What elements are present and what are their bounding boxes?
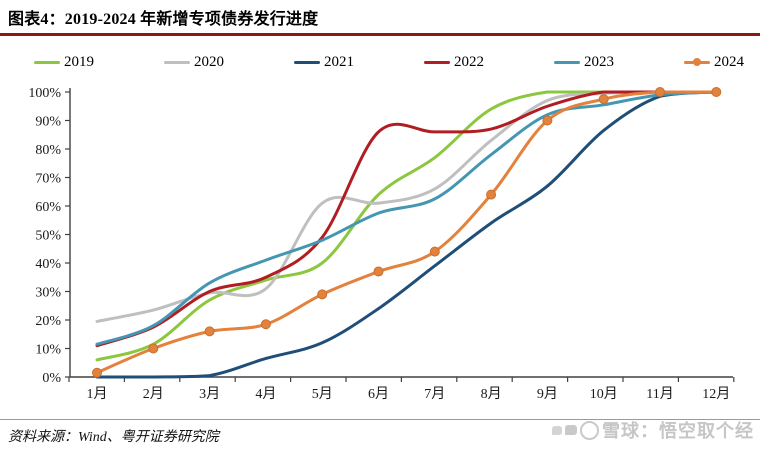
legend-swatch xyxy=(164,60,190,64)
x-tick-label: 10月 xyxy=(590,386,618,402)
series-2023 xyxy=(95,90,718,346)
x-tick-label: 12月 xyxy=(702,386,730,402)
series-line-2019 xyxy=(95,90,718,362)
series-2019 xyxy=(95,90,718,362)
y-tick-label: 30% xyxy=(35,286,61,301)
legend-swatch xyxy=(424,60,450,64)
legend-item-2024: 2024 xyxy=(684,54,744,71)
data-point-marker xyxy=(655,87,665,97)
data-point-marker xyxy=(429,246,440,257)
xueqiu-logo-icon xyxy=(580,420,599,440)
y-tick-label: 40% xyxy=(35,257,61,272)
x-tick-label: 11月 xyxy=(646,386,673,402)
x-tick-label: 7月 xyxy=(424,386,445,402)
chart-legend: 2019 2020 2021 2022 2023 2024 xyxy=(34,52,744,72)
legend-label: 2020 xyxy=(194,53,224,70)
y-tick-label: 20% xyxy=(35,314,61,329)
x-tick-label: 8月 xyxy=(481,386,502,402)
legend-label: 2019 xyxy=(64,53,94,70)
data-point-marker xyxy=(148,343,159,354)
footer-rule xyxy=(0,419,760,420)
legend-marker-icon xyxy=(693,57,701,66)
y-tick-label: 90% xyxy=(35,115,61,130)
data-point-marker xyxy=(598,94,609,105)
y-axis-ticks: 0% 10% 20% 30% 40% 50% 60% 70% 80% 90% 100% xyxy=(28,86,70,386)
series-2024 xyxy=(92,87,722,378)
series-2022 xyxy=(95,90,718,348)
x-tick-label: 2月 xyxy=(143,386,164,402)
legend-label: 2024 xyxy=(714,53,744,70)
legend-item-2020: 2020 xyxy=(164,54,224,71)
data-point-marker xyxy=(260,319,271,330)
legend-item-2023: 2023 xyxy=(554,54,614,71)
legend-item-2021: 2021 xyxy=(294,54,354,71)
legend-label: 2023 xyxy=(584,53,614,70)
legend-swatch xyxy=(554,60,580,64)
y-tick-label: 0% xyxy=(42,371,61,386)
y-tick-label: 50% xyxy=(35,229,61,244)
y-tick-label: 70% xyxy=(35,172,61,187)
y-tick-label: 10% xyxy=(35,343,61,358)
x-tick-label: 6月 xyxy=(368,386,389,402)
series-line-2023 xyxy=(95,90,718,346)
legend-swatch xyxy=(34,60,60,64)
series-2021 xyxy=(95,90,718,379)
series-line-2022 xyxy=(95,90,718,348)
legend-label: 2021 xyxy=(324,53,354,70)
data-point-marker xyxy=(317,289,328,300)
legend-swatch xyxy=(294,60,320,64)
chart-title: 图表4：2019-2024 年新增专项债券发行进度 xyxy=(8,11,319,28)
x-tick-label: 3月 xyxy=(199,386,220,402)
legend-item-2022: 2022 xyxy=(424,54,484,71)
data-point-marker xyxy=(486,189,497,200)
chat-bubble-icon xyxy=(552,425,562,435)
data-point-marker xyxy=(373,266,384,277)
legend-swatch xyxy=(684,57,710,66)
data-point-marker xyxy=(204,326,215,337)
y-tick-label: 100% xyxy=(28,86,61,101)
watermark: 雪球：悟空取个经 xyxy=(552,417,754,443)
x-axis-ticks: 1月 2月 3月 4月 5月 6月 7月 8月 9月 10月 11月 12月 xyxy=(68,377,735,402)
legend-label: 2022 xyxy=(454,53,484,70)
series-line-2021 xyxy=(95,90,718,379)
x-tick-label: 5月 xyxy=(312,386,333,402)
chat-bubble-icon xyxy=(565,425,577,435)
source-note: 资料来源：Wind、粤开证券研究院 xyxy=(8,430,219,445)
legend-item-2019: 2019 xyxy=(34,54,94,71)
x-tick-label: 4月 xyxy=(255,386,276,402)
x-tick-label: 1月 xyxy=(87,386,108,402)
title-rule xyxy=(0,33,760,36)
x-tick-label: 9月 xyxy=(537,386,558,402)
y-tick-label: 60% xyxy=(35,200,61,215)
data-point-marker xyxy=(711,87,722,97)
data-point-marker xyxy=(542,115,553,126)
series-line-2024 xyxy=(95,90,718,375)
data-point-marker xyxy=(92,367,102,378)
y-tick-label: 80% xyxy=(35,143,61,158)
watermark-text: 雪球：悟空取个经 xyxy=(602,421,754,441)
